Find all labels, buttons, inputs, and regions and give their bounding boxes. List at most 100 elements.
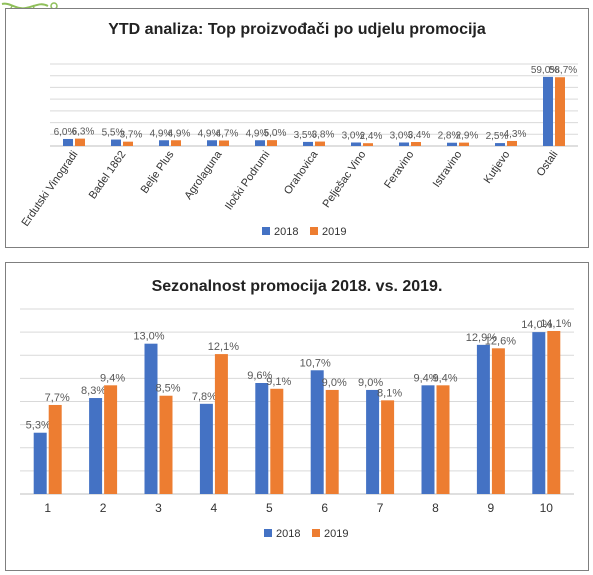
- category-label: 7: [377, 501, 384, 515]
- bar: [351, 142, 361, 146]
- bar: [491, 348, 505, 494]
- legend-label: 2019: [324, 528, 348, 540]
- legend-label: 2018: [276, 528, 300, 540]
- data-label: 14,0%: [521, 319, 552, 331]
- data-label: 4,9%: [246, 128, 269, 139]
- bar: [89, 398, 103, 494]
- data-label: 6,3%: [72, 127, 95, 138]
- bar: [547, 330, 561, 494]
- legend-swatch: [310, 227, 318, 235]
- bar: [207, 140, 217, 146]
- data-label: 5,5%: [102, 128, 125, 139]
- category-label: Iločki Podrumi: [223, 149, 272, 212]
- data-label: 12,1%: [208, 341, 239, 353]
- category-label: Istravino: [431, 149, 465, 190]
- data-label: 4,9%: [168, 128, 191, 139]
- category-label: 1: [44, 501, 51, 515]
- category-label: Ostali: [534, 149, 560, 179]
- seasonality-chart-panel: Sezonalnost promocija 2018. vs. 2019. 5,…: [5, 262, 589, 571]
- data-label: 9,6%: [247, 370, 272, 382]
- data-label: 3,0%: [342, 130, 365, 141]
- category-label: 5: [266, 501, 273, 515]
- data-label: 7,8%: [192, 391, 217, 403]
- data-label: 3,8%: [312, 130, 335, 141]
- category-label: Belje Plus: [139, 148, 177, 195]
- bar: [366, 389, 380, 494]
- bar: [219, 140, 229, 146]
- data-label: 13,0%: [133, 331, 164, 343]
- bar: [532, 332, 546, 494]
- bar: [447, 142, 457, 146]
- bar: [411, 142, 421, 146]
- data-label: 8,5%: [155, 383, 180, 395]
- bar: [421, 385, 435, 494]
- data-label: 9,4%: [413, 372, 438, 384]
- bar: [507, 140, 517, 146]
- bar: [325, 389, 339, 494]
- data-label: 14,1%: [540, 318, 571, 330]
- bar: [267, 140, 277, 146]
- data-label: 2,9%: [456, 131, 479, 142]
- data-label: 12,6%: [485, 335, 516, 347]
- bar: [144, 343, 158, 494]
- bar: [123, 141, 133, 146]
- bar: [214, 354, 228, 494]
- data-label: 3,7%: [120, 130, 143, 141]
- data-label: 58,7%: [549, 65, 577, 76]
- category-label: Badel 1862: [87, 149, 129, 201]
- data-label: 4,9%: [198, 128, 221, 139]
- seasonality-bar-chart: 5,3%7,7%18,3%9,4%213,0%8,5%37,8%12,1%49,…: [20, 308, 574, 540]
- bar: [270, 388, 284, 494]
- data-label: 3,0%: [390, 130, 413, 141]
- data-label: 12,9%: [466, 332, 497, 344]
- legend-label: 2018: [274, 226, 298, 238]
- legend-swatch: [312, 529, 320, 537]
- category-label: Agrolaguna: [182, 148, 225, 202]
- bar: [199, 403, 213, 494]
- bar: [495, 143, 505, 146]
- chart-title: YTD analiza: Top proizvođači po udjelu p…: [108, 21, 486, 38]
- data-label: 9,4%: [432, 372, 457, 384]
- bar: [543, 76, 553, 146]
- bar: [255, 140, 265, 146]
- category-label: Feravino: [382, 149, 416, 191]
- category-label: 10: [540, 501, 554, 515]
- bar: [63, 138, 73, 146]
- bar: [104, 385, 118, 494]
- data-label: 4,9%: [150, 128, 173, 139]
- data-label: 8,3%: [81, 385, 106, 397]
- legend-label: 2019: [322, 226, 346, 238]
- chart-title: Sezonalnost promocija 2018. vs. 2019.: [151, 278, 443, 295]
- bar: [399, 142, 409, 146]
- data-label: 9,1%: [266, 376, 291, 388]
- data-label: 9,0%: [358, 377, 383, 389]
- data-label: 3,5%: [294, 130, 317, 141]
- bar: [476, 344, 490, 494]
- category-label: 3: [155, 501, 162, 515]
- category-label: 9: [488, 501, 495, 515]
- category-label: 4: [211, 501, 218, 515]
- category-label: 6: [321, 501, 328, 515]
- data-label: 8,1%: [377, 387, 402, 399]
- category-label: 2: [100, 501, 107, 515]
- producers-chart-panel: YTD analiza: Top proizvođači po udjelu p…: [5, 8, 589, 248]
- data-label: 5,0%: [264, 128, 287, 139]
- data-label: 3,4%: [408, 130, 431, 141]
- category-label: Pelješac Vino: [321, 149, 369, 210]
- data-label: 4,3%: [504, 129, 527, 140]
- bar: [555, 77, 565, 146]
- data-label: 7,7%: [45, 392, 70, 404]
- bar: [48, 404, 62, 494]
- data-label: 5,3%: [26, 420, 51, 432]
- bar: [33, 432, 47, 494]
- bar: [255, 383, 269, 494]
- category-label: Erdutski Vinogradi: [20, 149, 81, 229]
- producers-bar-chart: 6,0%6,3% Erdutski Vinogradi 5,5%3,7% Badel …: [20, 63, 578, 238]
- data-label: 2,5%: [486, 131, 509, 142]
- data-label: 9,4%: [100, 372, 125, 384]
- data-label: 4,7%: [216, 128, 239, 139]
- data-label: 2,4%: [360, 131, 383, 142]
- data-label: 9,0%: [322, 377, 347, 389]
- bar: [303, 141, 313, 146]
- category-label: Orahovica: [282, 148, 321, 197]
